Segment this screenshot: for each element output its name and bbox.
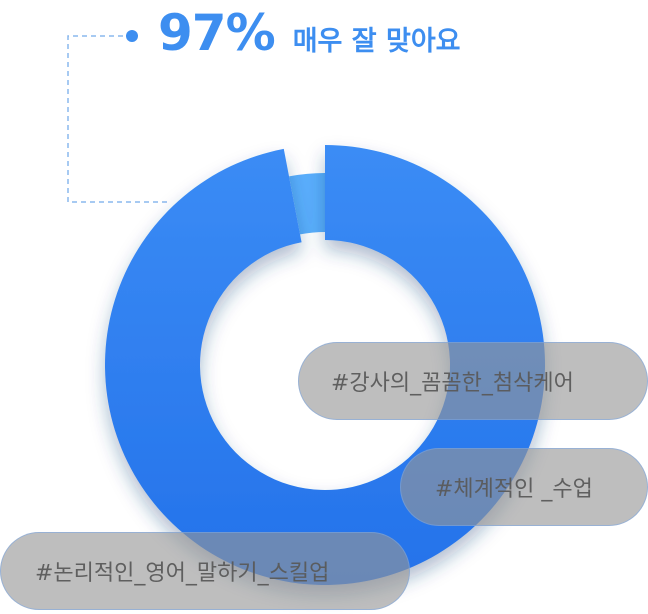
hashtag-pill: #체계적인 _수업 — [400, 448, 648, 526]
leader-line — [67, 30, 170, 203]
percent-value: 97% — [158, 4, 276, 62]
donut-segment-minor — [289, 173, 325, 235]
hashtag-pill: #강사의_꼼꼼한_첨삭케어 — [298, 342, 648, 420]
hashtag-text: #논리적인_영어_말하기_스킬업 — [35, 561, 330, 586]
hashtag-text: #체계적인 _수업 — [435, 477, 593, 502]
percent-label: 매우 잘 맞아요 — [292, 26, 461, 57]
headline: 97% 매우 잘 맞아요 — [158, 4, 461, 64]
leader-dot — [126, 30, 138, 42]
hashtag-pill: #논리적인_영어_말하기_스킬업 — [0, 532, 410, 610]
hashtag-text: #강사의_꼼꼼한_첨삭케어 — [331, 371, 574, 396]
